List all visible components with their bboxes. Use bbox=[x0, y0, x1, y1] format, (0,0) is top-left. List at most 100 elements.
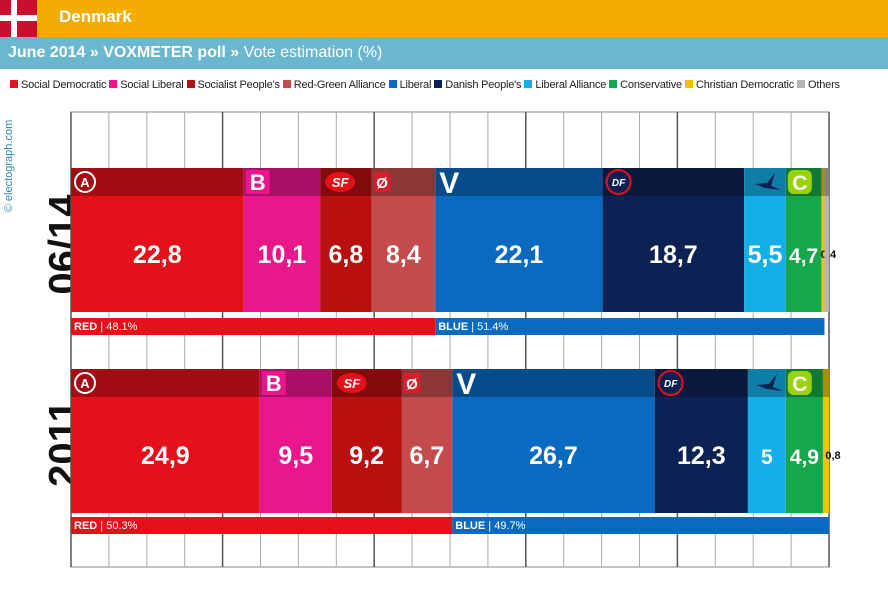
legend-label: Socialist People's bbox=[197, 79, 280, 91]
danish-peoples-logo-letter: DF bbox=[612, 178, 626, 189]
red-green-logo-icon bbox=[403, 373, 421, 393]
legend-swatch bbox=[434, 80, 443, 88]
social-democratic-logo-letter: A bbox=[80, 376, 90, 391]
legend-swatch bbox=[524, 80, 533, 88]
blue-bloc-label: BLUE | 51.4% bbox=[438, 321, 508, 333]
value-label: 10,1 bbox=[258, 241, 307, 269]
socialist-peoples-logo-letter: SF bbox=[332, 175, 350, 190]
legend-item: Red-Green Alliance bbox=[282, 79, 386, 91]
red-green-logo-icon bbox=[373, 172, 391, 192]
bar-la bbox=[744, 196, 786, 312]
bar-v bbox=[452, 397, 655, 513]
value-label: 18,7 bbox=[649, 241, 698, 269]
social-democratic-logo-icon bbox=[74, 372, 96, 394]
value-label: 6,7 bbox=[409, 442, 444, 470]
poll-name: VOXMETER poll bbox=[103, 44, 226, 61]
legend-swatch bbox=[282, 80, 291, 88]
legend-swatch bbox=[109, 80, 118, 88]
bar-ø bbox=[401, 397, 453, 513]
bar-df bbox=[602, 196, 745, 312]
subtitle-separator: » bbox=[225, 44, 244, 61]
legend-label: Christian Democratic bbox=[695, 79, 795, 91]
bar-c bbox=[785, 196, 822, 312]
value-label: 5 bbox=[761, 446, 773, 469]
value-label: 9,2 bbox=[349, 442, 384, 470]
legend-item: Danish People's bbox=[434, 79, 522, 91]
value-label: 12,3 bbox=[677, 442, 726, 470]
conservative-logo-letter: C bbox=[792, 172, 807, 195]
bar-a bbox=[71, 397, 260, 513]
red-bloc-bar bbox=[71, 318, 436, 335]
liberal-logo-letter: V bbox=[439, 167, 459, 200]
danish-peoples-logo-icon bbox=[657, 370, 684, 396]
value-label: 6,8 bbox=[328, 241, 363, 269]
legend-item: Liberal bbox=[388, 79, 432, 91]
socialist-peoples-logo-icon bbox=[325, 172, 356, 192]
party-header-v bbox=[435, 168, 603, 196]
value-label: 4,9 bbox=[790, 446, 819, 469]
social-liberal-logo-icon bbox=[261, 371, 286, 395]
legend-label: Danish People's bbox=[445, 79, 522, 91]
legend-swatch bbox=[609, 80, 618, 88]
liberal-logo-letter: V bbox=[456, 368, 476, 401]
danish-peoples-logo-letter: DF bbox=[664, 379, 678, 390]
title-bar: Denmark bbox=[0, 0, 888, 37]
conservative-logo-icon bbox=[787, 170, 812, 194]
red-bloc-bar bbox=[71, 517, 453, 534]
legend-label: Conservative bbox=[620, 79, 682, 91]
legend-label: Red-Green Alliance bbox=[293, 79, 386, 91]
blue-bloc-bar bbox=[435, 318, 825, 335]
value-label: 22,1 bbox=[495, 241, 544, 269]
value-label: 24,9 bbox=[141, 442, 190, 470]
bar-o bbox=[824, 196, 829, 312]
party-header-o bbox=[824, 168, 829, 196]
liberal-alliance-bird-icon bbox=[756, 374, 783, 391]
bar-sf bbox=[320, 196, 372, 312]
value-label: 8,4 bbox=[386, 241, 421, 269]
legend-swatch bbox=[186, 80, 195, 88]
denmark-flag-icon bbox=[0, 0, 37, 37]
social-democratic-logo-icon bbox=[74, 171, 96, 193]
social-democratic-logo-letter: A bbox=[80, 175, 90, 190]
legend-item: Christian Democratic bbox=[684, 79, 795, 91]
bar-sf bbox=[331, 397, 402, 513]
legend-item: Conservative bbox=[609, 79, 682, 91]
value-label: 5,5 bbox=[748, 241, 783, 269]
metric-label: Vote estimation (%) bbox=[243, 44, 383, 61]
bar-df bbox=[654, 397, 748, 513]
red-bloc-label: RED | 48.1% bbox=[74, 321, 138, 333]
subtitle-bar: June 2014 » VOXMETER poll » Vote estimat… bbox=[0, 37, 888, 69]
country-title: Denmark bbox=[59, 7, 132, 26]
red-green-logo-letter: Ø bbox=[406, 376, 418, 393]
chart-legend: Social Democratic Social Liberal Socialist… bbox=[10, 79, 843, 95]
poll-date: June 2014 bbox=[8, 44, 86, 61]
party-header-a bbox=[71, 168, 244, 196]
conservative-logo-icon bbox=[787, 371, 812, 395]
value-label: 22,8 bbox=[133, 241, 182, 269]
blue-bloc-label: BLUE | 49.7% bbox=[455, 520, 525, 532]
danish-peoples-logo-icon bbox=[605, 169, 632, 195]
value-label: 4,7 bbox=[789, 245, 818, 268]
social-liberal-logo-icon bbox=[245, 170, 270, 194]
legend-swatch bbox=[388, 80, 397, 88]
party-header-la bbox=[744, 168, 786, 196]
bar-b bbox=[243, 196, 321, 312]
legend-swatch bbox=[10, 80, 18, 88]
legend-item: Others bbox=[797, 79, 840, 91]
legend-label: Social Liberal bbox=[120, 79, 184, 91]
party-header-v bbox=[452, 369, 655, 397]
bar-k bbox=[822, 397, 829, 513]
party-header-a bbox=[71, 369, 260, 397]
legend-label: Liberal bbox=[399, 79, 432, 91]
social-liberal-logo-letter: B bbox=[266, 371, 282, 396]
socialist-peoples-logo-letter: SF bbox=[343, 376, 361, 391]
red-bloc-label: RED | 50.3% bbox=[74, 520, 138, 532]
legend-label: Social Democratic bbox=[21, 79, 107, 91]
subtitle-separator: » bbox=[85, 44, 104, 61]
blue-bloc-bar bbox=[452, 517, 829, 534]
bar-v bbox=[435, 196, 603, 312]
legend-label: Others bbox=[808, 79, 840, 91]
conservative-logo-letter: C bbox=[792, 373, 807, 396]
legend-item: Socialist People's bbox=[186, 79, 280, 91]
value-label: 9,5 bbox=[278, 442, 313, 470]
